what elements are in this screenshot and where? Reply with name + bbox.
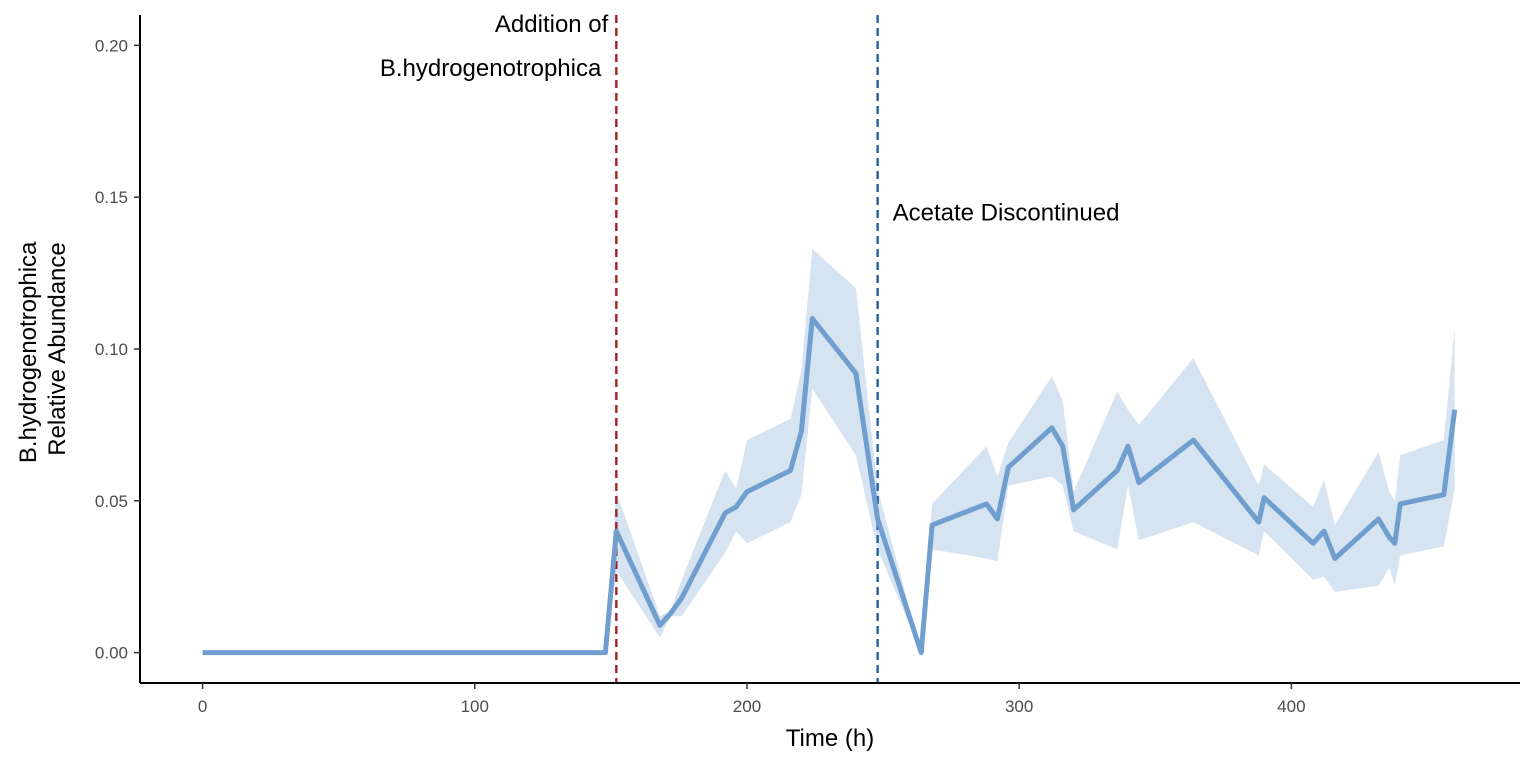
- x-tick-label: 200: [733, 697, 761, 716]
- y-ticks: 0.00 0.05 0.10 0.15 0.20: [95, 36, 140, 663]
- x-tick-label: 300: [1005, 697, 1033, 716]
- y-tick-label: 0.20: [95, 36, 128, 55]
- reference-lines: [615, 15, 879, 683]
- confidence-ribbon-layer: [202, 248, 1455, 653]
- x-axis-title: Time (h): [786, 725, 874, 752]
- confidence-ribbon: [202, 248, 1455, 653]
- y-tick-label: 0.00: [95, 644, 128, 663]
- y-axis-title-line-1: B.hydrogenotrophica: [15, 241, 42, 463]
- x-tick-label: 0: [198, 697, 207, 716]
- y-tick-label: 0.10: [95, 340, 128, 359]
- y-tick-label: 0.15: [95, 188, 128, 207]
- x-ticks: 0 100 200 300 400: [198, 683, 1306, 716]
- series-line: [202, 316, 1458, 656]
- x-tick-label: 400: [1277, 697, 1305, 716]
- x-tick-label: 100: [461, 697, 489, 716]
- y-tick-label: 0.05: [95, 492, 128, 511]
- annotations: Addition of B.hydrogenotrophica Acetate Di…: [380, 11, 1120, 226]
- annotation-addition: B.hydrogenotrophica: [380, 55, 602, 82]
- annotation-addition: Addition of: [495, 11, 609, 38]
- series-line-layer: [202, 316, 1458, 656]
- annotation-acetate: Acetate Discontinued: [893, 199, 1120, 226]
- y-axis-title-line-2: Relative Abundance: [44, 242, 71, 456]
- y-axis-title: B.hydrogenotrophica Relative Abundance: [15, 235, 71, 463]
